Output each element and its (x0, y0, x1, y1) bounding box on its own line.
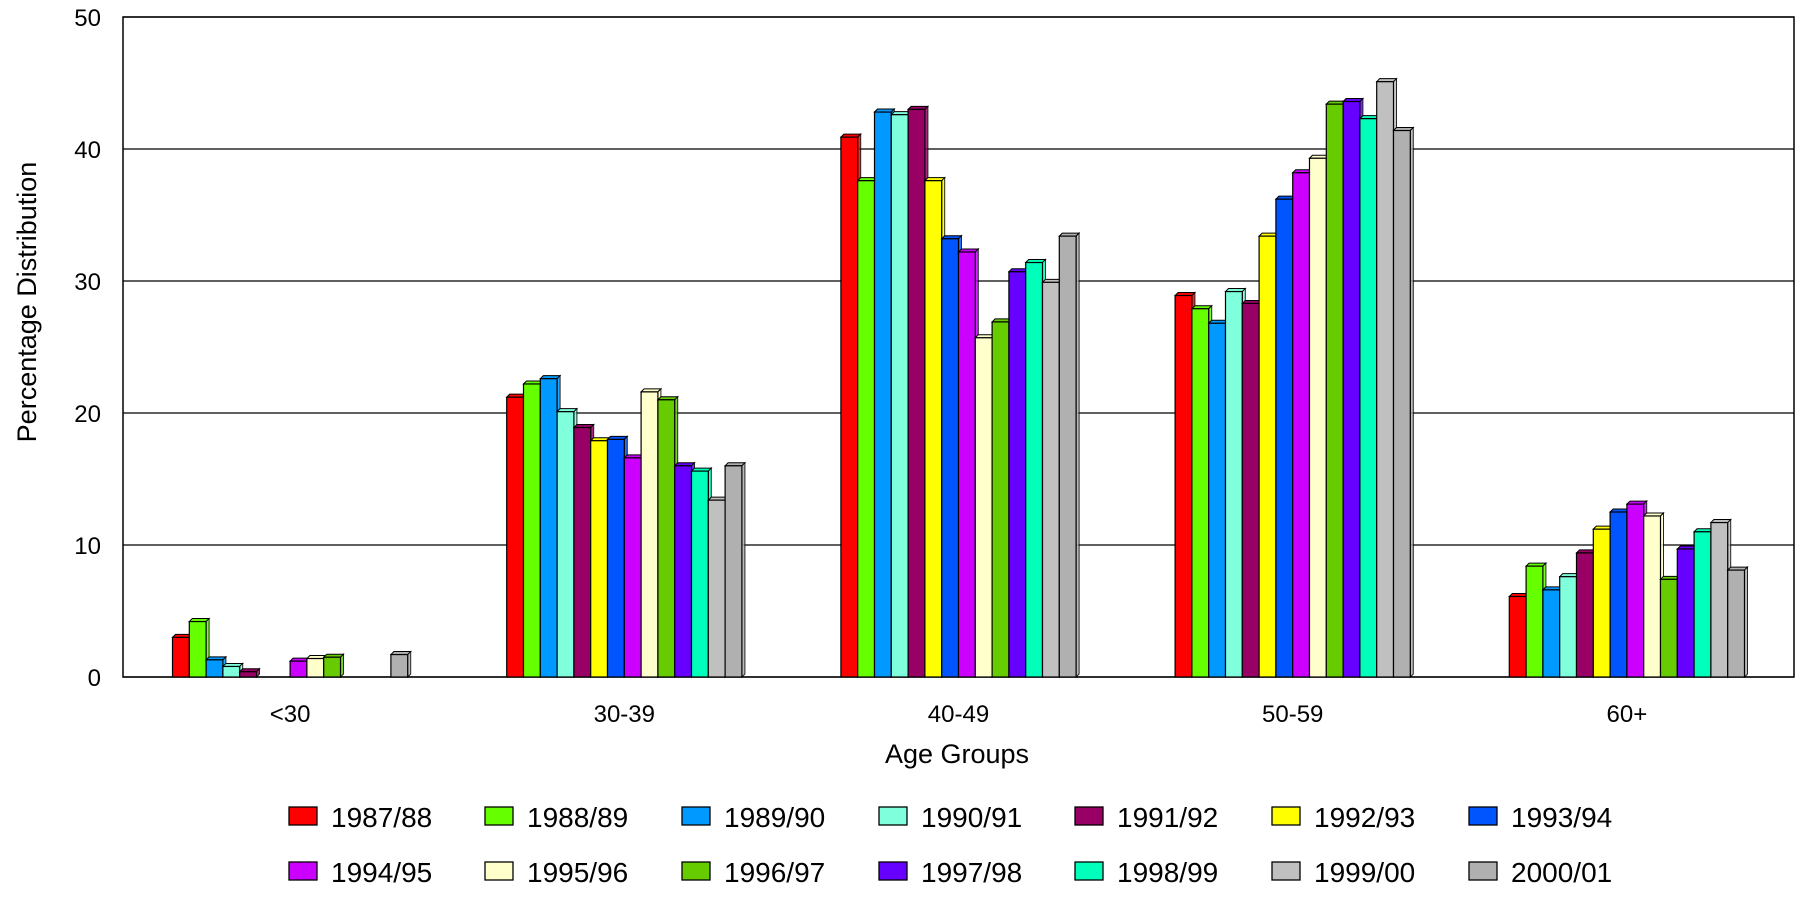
legend-item-1989-90: 1989/90 (681, 802, 825, 833)
legend-label: 1988/89 (527, 802, 628, 833)
legend-swatch (681, 861, 711, 881)
legend-item-2000-01: 2000/01 (1468, 857, 1612, 888)
legend-item-1987-88: 1987/88 (288, 802, 432, 833)
bar-2000-01-0 (389, 650, 412, 679)
x-tick-labels: <30 30-39 40-49 50-59 60+ (270, 701, 1648, 728)
legend-swatch (878, 806, 908, 826)
bar-2000-01-3 (1392, 126, 1415, 679)
x-tick-label: <30 (270, 701, 311, 728)
bar-2000-01-1 (723, 461, 747, 679)
legend: 1987/88 1988/89 1989/90 1990/91 1991/92 1992/… (288, 802, 1612, 888)
legend-swatch (288, 806, 318, 826)
legend-label: 1993/94 (1511, 802, 1612, 833)
x-tick-label: 40-49 (928, 701, 989, 728)
legend-label: 1995/96 (527, 857, 628, 888)
y-tick-label: 50 (74, 5, 101, 32)
bar-1991-92-0 (238, 667, 261, 679)
legend-item-1994-95: 1994/95 (288, 857, 432, 888)
legend-label: 1992/93 (1314, 802, 1415, 833)
legend-item-1993-94: 1993/94 (1468, 802, 1612, 833)
legend-label: 1999/00 (1314, 857, 1415, 888)
legend-swatch (1271, 806, 1301, 826)
y-tick-label: 0 (88, 665, 101, 692)
legend-label: 1990/91 (921, 802, 1022, 833)
y-tick-label: 40 (74, 137, 101, 164)
legend-swatch (288, 861, 318, 881)
bar-2000-01-2 (1058, 231, 1081, 679)
legend-label: 1996/97 (724, 857, 825, 888)
legend-item-1991-92: 1991/92 (1074, 802, 1218, 833)
y-tick-label: 30 (74, 269, 101, 296)
bar-2000-01-4 (1726, 565, 1749, 679)
y-tick-label: 10 (74, 533, 101, 560)
legend-swatch (1074, 861, 1104, 881)
legend-item-1999-00: 1999/00 (1271, 857, 1415, 888)
legend-item-1992-93: 1992/93 (1271, 802, 1415, 833)
bars (171, 77, 1749, 679)
y-tick-labels: 0 10 20 30 40 50 (74, 5, 101, 692)
legend-swatch (484, 861, 514, 881)
gridlines (122, 16, 1795, 678)
x-tick-label: 30-39 (594, 701, 655, 728)
legend-label: 1991/92 (1117, 802, 1218, 833)
legend-item-1997-98: 1997/98 (878, 857, 1022, 888)
legend-label: 1998/99 (1117, 857, 1218, 888)
legend-item-1998-99: 1998/99 (1074, 857, 1218, 888)
legend-swatch (1468, 806, 1498, 826)
legend-swatch (878, 861, 908, 881)
legend-label: 2000/01 (1511, 857, 1612, 888)
legend-swatch (1074, 806, 1104, 826)
y-tick-label: 20 (74, 401, 101, 428)
legend-swatch (1468, 861, 1498, 881)
bar-1996-97-0 (322, 652, 345, 679)
legend-label: 1994/95 (331, 857, 432, 888)
bar-1988-89-0 (188, 617, 211, 679)
legend-swatch (1271, 861, 1301, 881)
x-tick-label: 50-59 (1262, 701, 1323, 728)
x-axis-label: Age Groups (885, 739, 1029, 769)
legend-item-1988-89: 1988/89 (484, 802, 628, 833)
y-axis-label: Percentage Distribution (12, 162, 42, 443)
legend-label: 1987/88 (331, 802, 432, 833)
x-tick-label: 60+ (1607, 701, 1648, 728)
legend-item-1990-91: 1990/91 (878, 802, 1022, 833)
legend-label: 1997/98 (921, 857, 1022, 888)
legend-swatch (484, 806, 514, 826)
legend-item-1995-96: 1995/96 (484, 857, 628, 888)
legend-swatch (681, 806, 711, 826)
legend-item-1996-97: 1996/97 (681, 857, 825, 888)
legend-label: 1989/90 (724, 802, 825, 833)
